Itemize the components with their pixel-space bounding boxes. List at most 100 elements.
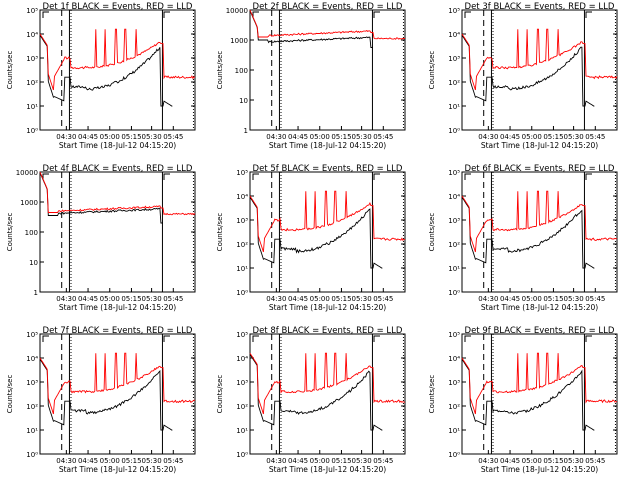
y-tick-label: 10⁴	[236, 355, 248, 363]
panel-det-5f: Det 5f BLACK = Events, RED = LLD 10⁰ 10¹ 10…	[216, 164, 406, 312]
corner-marker	[163, 173, 170, 180]
y-tick-label: 10⁴	[236, 193, 248, 201]
x-axis-label: Start Time (18-Jul-12 04:15:20)	[269, 303, 386, 312]
corner-marker	[42, 11, 49, 18]
lld-series-line	[39, 352, 196, 415]
x-tick-label: 05:15	[543, 295, 563, 303]
y-tick-label: 10⁴	[448, 31, 460, 39]
y-tick-label: 10²	[26, 79, 38, 87]
panel-det-2f: Det 2f BLACK = Events, RED = LLD 1 10 100 10…	[216, 2, 406, 150]
corner-marker	[464, 335, 471, 342]
panel-title: Det 6f BLACK = Events, RED = LLD	[465, 164, 615, 174]
y-tick-label: 1000	[20, 199, 38, 207]
y-tick-label: 10³	[448, 379, 460, 387]
events-series-line	[461, 196, 595, 269]
corner-marker	[585, 11, 592, 18]
x-tick-label: 04:45	[288, 457, 308, 465]
x-tick-label: 04:45	[500, 295, 520, 303]
x-tick-label: 04:30	[478, 295, 498, 303]
y-tick-label: 10³	[26, 55, 38, 63]
panel-det-4f: Det 4f BLACK = Events, RED = LLD 1 10 100 10…	[6, 164, 196, 312]
y-tick-label: 1000	[230, 37, 248, 45]
corner-marker	[464, 173, 471, 180]
x-tick-label: 05:15	[121, 295, 141, 303]
x-tick-label: 05:30	[142, 295, 162, 303]
x-tick-label: 05:30	[564, 133, 584, 141]
y-tick-label: 10³	[448, 55, 460, 63]
x-tick-label: 05:45	[373, 133, 393, 141]
panel-title: Det 4f BLACK = Events, RED = LLD	[43, 164, 193, 174]
y-tick-label: 10²	[448, 79, 460, 87]
x-tick-label: 05:15	[121, 457, 141, 465]
corner-marker	[163, 335, 170, 342]
events-series-line	[461, 34, 595, 107]
x-tick-label: 04:45	[78, 457, 98, 465]
x-tick-label: 05:15	[543, 457, 563, 465]
plot-frame	[249, 171, 406, 293]
panel-title: Det 5f BLACK = Events, RED = LLD	[253, 164, 403, 174]
y-tick-label: 10⁰	[448, 127, 460, 135]
x-tick-label: 04:45	[78, 295, 98, 303]
y-tick-label: 10¹	[26, 103, 38, 111]
y-tick-label: 10²	[448, 403, 460, 411]
panel-title: Det 1f BLACK = Events, RED = LLD	[43, 2, 193, 12]
x-tick-label: 04:45	[500, 133, 520, 141]
y-tick-label: 10³	[236, 217, 248, 225]
x-tick-label: 04:45	[288, 133, 308, 141]
y-tick-label: 10⁴	[448, 193, 460, 201]
y-tick-label: 10⁴	[26, 31, 38, 39]
x-tick-label: 05:00	[310, 457, 330, 465]
y-axis-label: Counts/sec	[6, 51, 14, 90]
x-tick-label: 05:00	[522, 295, 542, 303]
y-tick-label: 10⁰	[448, 451, 460, 459]
events-series-line	[249, 196, 383, 269]
y-axis-label: Counts/sec	[6, 375, 14, 414]
y-tick-label: 100	[25, 229, 38, 237]
x-tick-label: 04:30	[266, 295, 286, 303]
y-tick-label: 10¹	[26, 427, 38, 435]
y-tick-label: 10⁵	[236, 169, 248, 177]
corner-marker	[252, 11, 259, 18]
x-axis-label: Start Time (18-Jul-12 04:15:20)	[481, 465, 598, 474]
lld-series-line	[39, 171, 196, 216]
corner-marker	[42, 335, 49, 342]
y-tick-label: 10⁵	[448, 7, 460, 15]
panel-det-6f: Det 6f BLACK = Events, RED = LLD 10⁰ 10¹ 10…	[428, 164, 618, 312]
panel-title: Det 7f BLACK = Events, RED = LLD	[43, 326, 193, 336]
y-tick-label: 10³	[448, 217, 460, 225]
x-axis-label: Start Time (18-Jul-12 04:15:20)	[59, 303, 176, 312]
y-tick-label: 100	[235, 67, 248, 75]
y-tick-label: 10¹	[236, 427, 248, 435]
y-tick-label: 10¹	[448, 103, 460, 111]
x-tick-label: 05:30	[564, 295, 584, 303]
plot-frame	[249, 333, 406, 455]
y-tick-label: 10⁴	[26, 355, 38, 363]
x-tick-label: 04:45	[78, 133, 98, 141]
corner-marker	[163, 11, 170, 18]
x-tick-label: 05:00	[310, 295, 330, 303]
y-tick-label: 10⁵	[448, 331, 460, 339]
lld-series-line	[249, 9, 406, 40]
x-tick-label: 05:00	[522, 457, 542, 465]
x-tick-label: 04:30	[56, 295, 76, 303]
plot-frame	[39, 9, 196, 131]
events-series-line	[39, 358, 173, 431]
x-tick-label: 05:45	[163, 457, 183, 465]
events-series-line	[39, 34, 173, 107]
events-series-line	[39, 172, 163, 224]
plot-frame	[39, 171, 196, 293]
y-axis-label: Counts/sec	[428, 213, 436, 252]
y-tick-label: 10³	[26, 379, 38, 387]
panel-det-8f: Det 8f BLACK = Events, RED = LLD 10⁰ 10¹ 10…	[216, 326, 406, 474]
y-tick-label: 1	[34, 289, 38, 297]
x-tick-label: 05:00	[100, 295, 120, 303]
x-tick-label: 05:45	[163, 295, 183, 303]
panel-det-1f: Det 1f BLACK = Events, RED = LLD 10⁰ 10¹ 10…	[6, 2, 196, 150]
lld-series-line	[249, 190, 406, 253]
corner-marker	[585, 335, 592, 342]
events-series-line	[249, 354, 383, 431]
plot-frame	[249, 9, 406, 131]
y-tick-label: 10¹	[448, 265, 460, 273]
y-tick-label: 10⁰	[236, 289, 248, 297]
